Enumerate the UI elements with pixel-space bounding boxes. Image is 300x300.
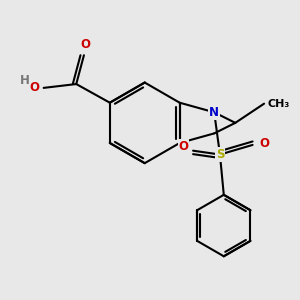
Text: O: O xyxy=(29,81,39,94)
Text: H: H xyxy=(20,74,29,87)
Text: O: O xyxy=(178,140,188,153)
Text: O: O xyxy=(260,136,269,149)
Text: CH₃: CH₃ xyxy=(268,99,290,109)
Text: S: S xyxy=(216,148,224,161)
Text: O: O xyxy=(81,38,91,51)
Text: N: N xyxy=(209,106,219,119)
